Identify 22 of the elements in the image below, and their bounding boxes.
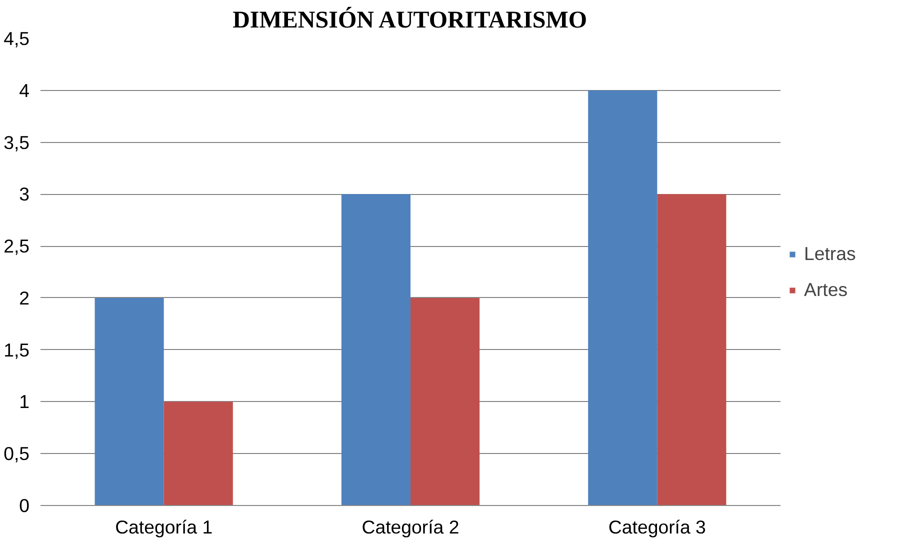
y-tick-label: 4,5 bbox=[4, 28, 30, 49]
x-tick-label: Categoría 1 bbox=[115, 516, 213, 538]
y-tick-label: 4 bbox=[19, 80, 30, 101]
y-tick-label: 0,5 bbox=[4, 443, 30, 464]
bar bbox=[164, 402, 233, 506]
legend-label: Letras bbox=[804, 242, 856, 264]
bar bbox=[410, 298, 480, 506]
y-tick-label: 2 bbox=[19, 287, 30, 308]
y-tick-label: 1,5 bbox=[4, 339, 30, 360]
y-tick-label: 2,5 bbox=[4, 236, 30, 257]
x-tick-label: Categoría 2 bbox=[362, 516, 460, 538]
bar bbox=[341, 194, 410, 506]
bar bbox=[94, 298, 164, 506]
x-tick-label: Categoría 3 bbox=[608, 516, 706, 538]
bar bbox=[657, 194, 726, 506]
bar bbox=[588, 90, 658, 506]
y-tick-label: 3,5 bbox=[4, 132, 30, 153]
y-tick-label: 1 bbox=[19, 391, 30, 412]
chart-title: DIMENSIÓN AUTORITARISMO bbox=[232, 6, 588, 34]
y-tick-label: 3 bbox=[19, 184, 30, 205]
legend-label: Artes bbox=[804, 278, 848, 300]
y-tick-label: 0 bbox=[19, 495, 30, 516]
